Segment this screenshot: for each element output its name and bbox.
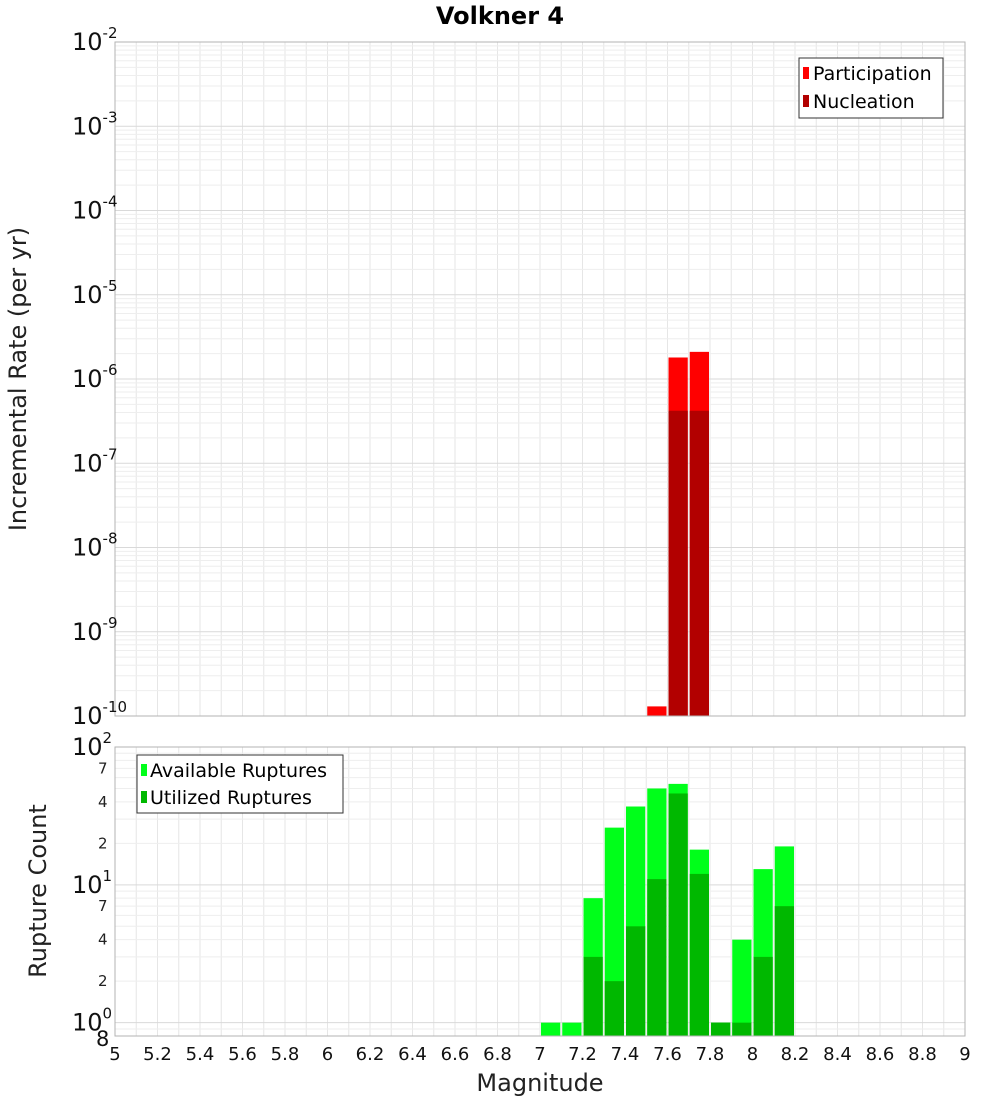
rate-y-axis-label: Incremental Rate (per yr): [4, 227, 32, 531]
x-tick-label: 5.2: [143, 1044, 172, 1065]
rate-legend-box: [798, 57, 944, 119]
x-tick-label: 8: [747, 1044, 758, 1065]
y-tick-label: 4: [98, 931, 108, 949]
rate-legend: Participation Nucleation: [798, 57, 944, 119]
rate-panel: 10-2 10-3 10-4 10-5 10-6 10-7 10-8 10-9 10-10 In…: [4, 24, 966, 730]
y-tick-label: 2: [98, 834, 108, 852]
legend-participation-swatch: [803, 67, 809, 79]
y-tick-label: 7: [98, 759, 108, 777]
rupture-legend: Available Ruptures Utilized Ruptures: [136, 754, 344, 814]
legend-nucleation-label: Nucleation: [813, 91, 915, 113]
rate-bar-nucleation: [689, 410, 709, 716]
y-tick-label: 10-4: [72, 193, 118, 225]
rupture-bar-utilized-ruptures: [647, 879, 667, 1036]
x-tick-label: 7.6: [653, 1044, 682, 1065]
x-tick-label: 8.4: [823, 1044, 852, 1065]
y-tick-label: 10-8: [72, 530, 118, 562]
x-tick-label: 7.8: [696, 1044, 725, 1065]
x-tick-label: 6.2: [356, 1044, 385, 1065]
y-tick-label: 10-3: [72, 108, 118, 140]
x-tick-label: 5.6: [228, 1044, 257, 1065]
rupture-bar-utilized-ruptures: [583, 956, 603, 1036]
y-tick-label: 8: [96, 1027, 109, 1051]
y-tick-label: 10-2: [72, 24, 118, 56]
y-tick-label: 101: [72, 867, 112, 899]
y-tick-label: 10-10: [72, 698, 127, 730]
rupture-bar-utilized-ruptures: [689, 873, 709, 1036]
x-tick-label: 8.2: [781, 1044, 810, 1065]
x-tick-label: 7.4: [611, 1044, 640, 1065]
rate-grid: [115, 42, 965, 716]
y-tick-label: 102: [72, 729, 112, 761]
rupture-y-axis-label: Rupture Count: [24, 804, 52, 978]
x-tick-label: 6: [322, 1044, 333, 1065]
rupture-bar-available-ruptures: [562, 1022, 582, 1036]
y-tick-label: 10-7: [72, 445, 118, 477]
rupture-bar-available-ruptures: [541, 1022, 561, 1036]
rate-bar-nucleation: [668, 410, 688, 716]
x-tick-label: 5.4: [186, 1044, 215, 1065]
y-tick-label: 10-5: [72, 277, 118, 309]
rupture-bar-utilized-ruptures: [626, 926, 646, 1036]
x-tick-label: 5.8: [271, 1044, 300, 1065]
legend-utilized-label: Utilized Ruptures: [150, 787, 312, 809]
rupture-plot-frame: [114, 746, 966, 1037]
rate-bar-participation: [647, 706, 667, 716]
y-tick-label: 4: [98, 793, 108, 811]
x-tick-label: 9: [959, 1044, 970, 1065]
rupture-legend-box: [136, 754, 344, 814]
x-tick-label: 7.2: [568, 1044, 597, 1065]
x-tick-label: 6.8: [483, 1044, 512, 1065]
x-axis-label: Magnitude: [476, 1069, 603, 1097]
x-tick-label: 6.4: [398, 1044, 427, 1065]
legend-utilized-swatch: [141, 791, 147, 803]
rupture-bar-utilized-ruptures: [668, 793, 688, 1036]
legend-nucleation-swatch: [803, 95, 809, 107]
magnitude-x-ticks: 5 5.2 5.4 5.6 5.8 6 6.2 6.4 6.6 6.8 7 7.2 7.4 7.6 7.8 8…: [109, 1044, 970, 1065]
rupture-bar-utilized-ruptures: [711, 1022, 731, 1036]
rupture-bar-utilized-ruptures: [732, 1022, 752, 1036]
y-tick-label: 7: [98, 897, 108, 915]
y-tick-label: 100: [72, 1005, 112, 1037]
x-tick-label: 6.6: [441, 1044, 470, 1065]
legend-available-label: Available Ruptures: [150, 760, 327, 782]
chart-title: Volkner 4: [436, 2, 564, 30]
rupture-bar-utilized-ruptures: [753, 956, 773, 1036]
y-tick-label: 10-6: [72, 361, 118, 393]
rate-plot-frame: [114, 41, 966, 717]
x-tick-label: 7: [534, 1044, 545, 1065]
rupture-bar-available-ruptures: [732, 939, 752, 1036]
rupture-bars: [541, 783, 794, 1036]
x-tick-label: 8.6: [866, 1044, 895, 1065]
x-tick-label: 5: [109, 1044, 120, 1065]
rate-y-ticks: 10-2 10-3 10-4 10-5 10-6 10-7 10-8 10-9 10-10: [72, 24, 127, 730]
legend-participation-label: Participation: [813, 63, 932, 85]
legend-available-swatch: [141, 764, 147, 776]
rupture-bar-utilized-ruptures: [774, 906, 794, 1036]
y-tick-label: 10-9: [72, 614, 118, 646]
x-tick-label: 8.8: [908, 1044, 937, 1065]
y-tick-label: 2: [98, 972, 108, 990]
rate-bars: [647, 351, 709, 716]
rupture-bar-utilized-ruptures: [604, 981, 624, 1036]
